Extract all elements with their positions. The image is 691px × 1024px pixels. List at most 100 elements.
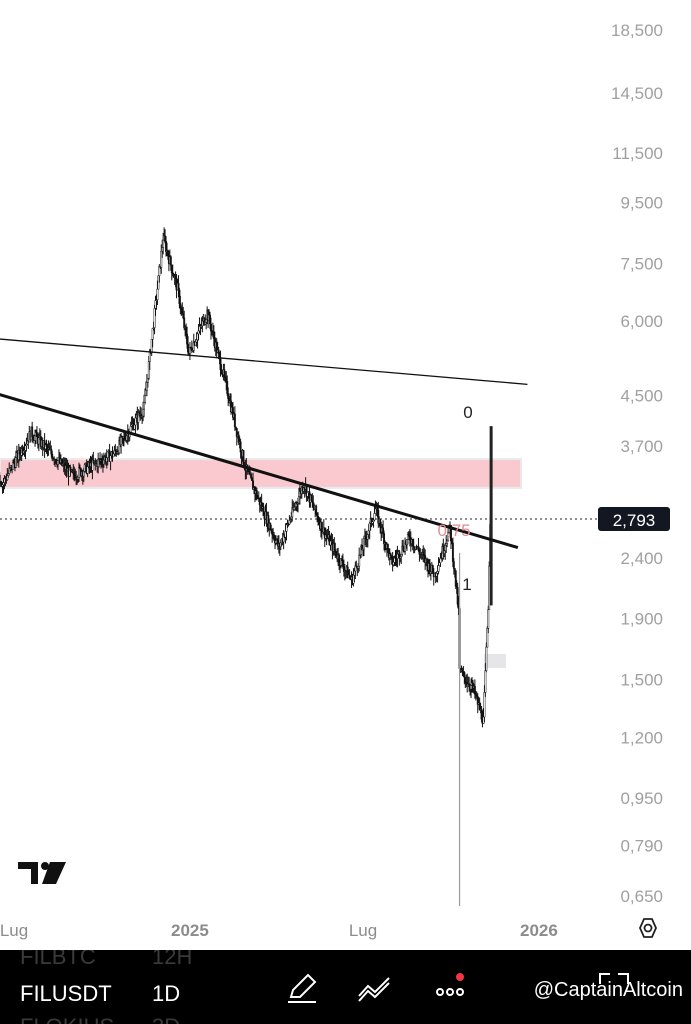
candle [162,232,165,255]
candle [239,438,242,459]
watermark: @CaptainAltcoin [533,979,683,1001]
y-tick-label: 11,500 [612,144,663,163]
interval-below[interactable]: 3D [152,1014,180,1024]
candle [451,537,454,568]
symbol-below[interactable]: FLOKIUS [20,1014,114,1024]
last-price-label: 2,793 [613,511,656,530]
y-tick-label: 1,200 [620,728,663,747]
more-tools-icon[interactable] [432,970,468,1006]
candle [250,472,253,480]
candle [463,671,466,685]
x-tick-label: Lug [349,921,377,940]
candle [82,467,85,483]
y-tick-label: 1,900 [620,610,663,629]
candle [242,449,245,466]
candle [192,333,195,354]
candle [485,642,488,673]
y-tick-label: 4,500 [620,387,663,406]
candle [106,451,109,466]
candle [233,406,236,431]
candle [69,464,72,477]
candle [428,558,431,577]
candle [389,552,392,560]
hexagon-settings-icon[interactable] [639,918,657,938]
fib-label: 0,75 [437,521,470,540]
y-tick-label: 3,700 [620,437,663,456]
candle [91,454,94,480]
y-tick-label: 6,000 [620,312,663,331]
candle [473,679,476,699]
candle [354,561,357,580]
candle [255,487,258,501]
candle [447,528,450,542]
candle [78,462,80,482]
candle [437,557,440,575]
y-tick-label: 2,400 [620,549,663,568]
candle [446,539,449,548]
candle [439,553,442,567]
candle [315,504,318,516]
candle [188,342,191,360]
fullscreen-icon[interactable] [596,970,632,1006]
candle [220,364,223,375]
candle [134,413,137,434]
candle [210,317,212,340]
candle [486,626,489,648]
y-tick-label: 9,500 [620,193,663,212]
candle [483,685,486,723]
interval-above[interactable]: 12H [152,950,193,969]
small-zone [484,654,506,668]
candle [37,432,40,452]
fib-label: 1 [462,575,471,594]
candle [252,472,254,490]
candle [334,542,337,558]
candle [383,530,385,551]
candle [137,409,140,430]
candle [452,558,455,575]
candle [453,568,456,578]
x-tick-label: 2025 [171,921,209,940]
candle [454,570,457,589]
candle [6,467,9,481]
y-tick-label: 18,500 [611,21,663,40]
y-tick-label: 0,790 [620,837,663,856]
x-tick-label: 2026 [520,921,558,940]
tradingview-logo-icon [18,862,66,884]
candle [282,530,285,550]
y-tick-label: 0,650 [620,887,663,906]
candle [51,450,54,462]
lower-trendline[interactable] [0,382,519,550]
candle [144,388,146,405]
candle [183,310,186,331]
candle [187,336,189,355]
candlesticks [0,227,493,906]
candle [177,275,180,298]
candle [358,547,361,572]
pen-drawing-icon[interactable] [284,970,320,1006]
candle [373,505,376,521]
candle [151,328,154,348]
symbol-above[interactable]: FILBTC [20,950,96,969]
candle [484,663,487,697]
x-tick-label: Lug [0,921,28,940]
bottom-toolbar: FILBTC 12H FILUSDT 1D FLOKIUS 3D @Captai… [0,950,691,1024]
y-tick-label: 14,500 [611,84,663,103]
candle [31,421,34,443]
candle [487,605,490,634]
upper-trendline[interactable] [0,338,528,386]
candle [456,582,459,608]
y-tick-label: 7,500 [620,254,663,273]
candle [156,280,159,306]
candle [217,346,220,360]
symbol-selector[interactable]: FILUSDT [20,981,112,1006]
candle [320,521,323,540]
trend-line-tool-icon[interactable] [356,970,392,1006]
fib-label: 0 [463,403,472,422]
interval-selector[interactable]: 1D [152,981,181,1006]
candle [386,543,389,554]
candle [86,460,89,478]
price-chart[interactable]: 18,500 14,500 11,500 9,500 7,500 6,000 4,500 3,… [0,0,691,950]
y-tick-label: 0,950 [620,789,663,808]
candle [146,378,149,388]
candle [160,244,163,274]
